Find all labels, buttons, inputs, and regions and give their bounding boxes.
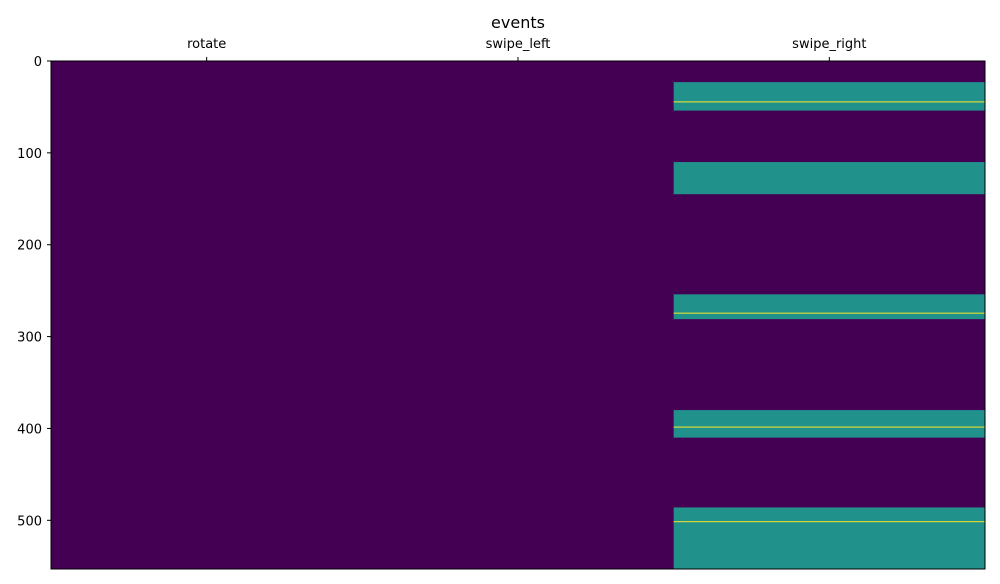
x-tick-label-swipe_right: swipe_right bbox=[792, 37, 866, 52]
heatmap-cell-swipe_right-398-peak bbox=[673, 426, 985, 428]
heatmap-cell-swipe_right-274-peak bbox=[673, 312, 985, 314]
y-tick-label-300: 300 bbox=[17, 331, 42, 346]
y-tick-label-500: 500 bbox=[17, 514, 42, 529]
x-tick-label-rotate: rotate bbox=[187, 37, 226, 52]
plot-frame bbox=[50, 60, 986, 570]
y-tick-label-0: 0 bbox=[34, 55, 42, 70]
heatmap-cell-swipe_right-110 bbox=[673, 162, 985, 195]
plot-area bbox=[51, 61, 985, 569]
x-tick-label-swipe_left: swipe_left bbox=[486, 37, 551, 52]
heatmap-cell-swipe_right-44-peak bbox=[673, 101, 985, 103]
heatmap-cell-swipe_right-23 bbox=[673, 82, 985, 111]
heatmap-cell-swipe_right-486 bbox=[673, 507, 985, 569]
y-axis: 0 100 200 300 400 500 bbox=[17, 55, 51, 529]
y-tick-label-200: 200 bbox=[17, 239, 42, 254]
heatmap-cell-swipe_right-501-peak bbox=[673, 521, 985, 523]
y-tick-label-400: 400 bbox=[17, 422, 42, 437]
heatmap-cell-swipe_right-254 bbox=[673, 294, 985, 320]
chart-title: events bbox=[491, 13, 545, 32]
y-tick-label-100: 100 bbox=[17, 147, 42, 162]
x-axis-top: rotate swipe_left swipe_right bbox=[187, 37, 866, 61]
heatmap-cell-swipe_right-380 bbox=[673, 410, 985, 438]
